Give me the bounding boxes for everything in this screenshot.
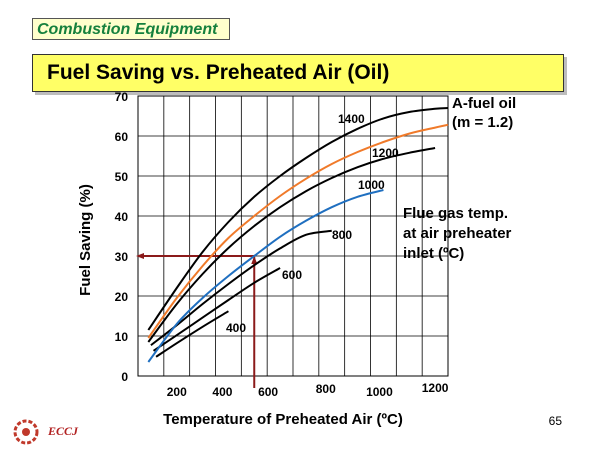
fuel-annotation: A-fuel oil (m = 1.2) <box>452 95 516 131</box>
chart-series <box>136 107 449 388</box>
y-tick-label: 40 <box>115 210 129 224</box>
x-axis-label: Temperature of Preheated Air (ºC) <box>163 411 403 428</box>
series-label-400: 400 <box>226 321 246 335</box>
y-tick-label: 10 <box>115 330 129 344</box>
series-label-1000: 1000 <box>358 178 385 192</box>
y-tick-label: 20 <box>115 290 129 304</box>
y-axis-label: Fuel Saving (%) <box>77 184 94 296</box>
chart-labels: 400 600 800 1000 1200 1400 A-fuel oil (m = 1.2)… <box>226 95 516 335</box>
flue-gas-annotation-line: at air preheater <box>403 225 512 242</box>
x-tick-label: 800 <box>316 382 336 396</box>
eccj-logo: ECCJ <box>12 418 82 445</box>
y-tick-label: 70 <box>115 90 129 104</box>
y-tick-label: 0 <box>121 370 128 384</box>
flue-gas-annotation-line: inlet (ºC) <box>403 245 464 262</box>
series-line-1200 <box>147 147 436 343</box>
slide-title: Fuel Saving vs. Preheated Air (Oil) <box>32 54 564 92</box>
flue-gas-annotation: Flue gas temp. at air preheater inlet (ºC) <box>403 205 512 262</box>
guide-arrow-up <box>251 256 258 264</box>
series-label-1400: 1400 <box>338 112 365 126</box>
logo-text: ECCJ <box>48 424 79 438</box>
series-label-800: 800 <box>332 228 352 242</box>
fuel-annotation-line: A-fuel oil <box>452 95 516 112</box>
x-tick-label: 1000 <box>366 385 393 399</box>
page-number: 65 <box>548 414 562 428</box>
series-line-1400 <box>147 107 449 331</box>
x-tick-label: 1200 <box>422 381 449 395</box>
series-line-600 <box>152 267 281 352</box>
x-tick-label: 400 <box>212 385 232 399</box>
y-tick-label: 30 <box>115 250 129 264</box>
y-tick-label: 60 <box>115 130 129 144</box>
flue-gas-annotation-line: Flue gas temp. <box>403 205 508 222</box>
series-label-600: 600 <box>282 268 302 282</box>
x-tick-label: 600 <box>258 385 278 399</box>
series-line-orange <box>147 123 449 339</box>
chart-grid <box>137 95 449 377</box>
series-line-400 <box>155 310 229 358</box>
x-tick-label: 200 <box>167 385 187 399</box>
fuel-annotation-line: (m = 1.2) <box>452 114 513 131</box>
eccj-logo-icon <box>13 419 39 445</box>
chart-ticks: 0 10 20 30 40 50 60 70 200 400 600 800 1000 1200 <box>115 90 449 399</box>
y-tick-label: 50 <box>115 170 129 184</box>
series-label-1200: 1200 <box>372 146 399 160</box>
series-line-800 <box>150 229 332 346</box>
section-label: Combustion Equipment <box>32 18 230 40</box>
series-line-1000 <box>147 189 384 363</box>
guide-arrow-left <box>136 253 144 259</box>
